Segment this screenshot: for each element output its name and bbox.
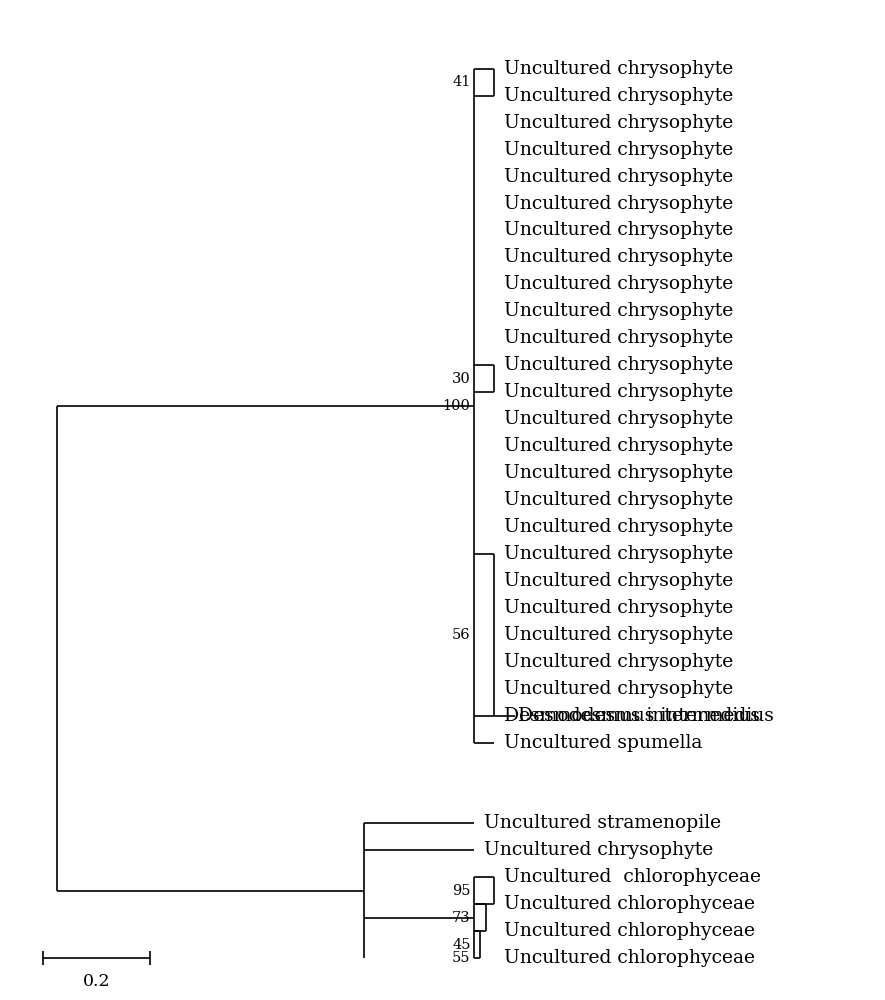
- Text: Uncultured chrysophyte: Uncultured chrysophyte: [504, 680, 734, 698]
- Text: Uncultured stramenopile: Uncultured stramenopile: [484, 814, 721, 832]
- Text: Uncultured chlorophyceae: Uncultured chlorophyceae: [504, 895, 755, 913]
- Text: Uncultured chrysophyte: Uncultured chrysophyte: [504, 275, 734, 293]
- Text: Uncultured chrysophyte: Uncultured chrysophyte: [484, 841, 713, 859]
- Text: 45: 45: [452, 938, 471, 952]
- Text: 73: 73: [452, 911, 471, 925]
- Text: Uncultured chrysophyte: Uncultured chrysophyte: [504, 87, 734, 105]
- Text: Uncultured chrysophyte: Uncultured chrysophyte: [504, 437, 734, 455]
- Text: Uncultured chrysophyte: Uncultured chrysophyte: [504, 545, 734, 563]
- Text: 95: 95: [452, 884, 471, 898]
- Text: Uncultured chrysophyte: Uncultured chrysophyte: [504, 464, 734, 482]
- Text: Uncultured chrysophyte: Uncultured chrysophyte: [504, 653, 734, 671]
- Text: Uncultured chrysophyte: Uncultured chrysophyte: [504, 383, 734, 401]
- Text: Uncultured chrysophyte: Uncultured chrysophyte: [504, 599, 734, 617]
- Text: Uncultured chrysophyte: Uncultured chrysophyte: [504, 60, 734, 78]
- Text: Uncultured chrysophyte: Uncultured chrysophyte: [504, 302, 734, 320]
- Text: Uncultured chrysophyte: Uncultured chrysophyte: [504, 518, 734, 536]
- Text: Uncultured chrysophyte: Uncultured chrysophyte: [504, 248, 734, 266]
- Text: 41: 41: [452, 75, 471, 89]
- Text: 55: 55: [452, 951, 471, 965]
- Text: Uncultured chlorophyceae: Uncultured chlorophyceae: [504, 922, 755, 940]
- Text: Uncultured chrysophyte: Uncultured chrysophyte: [504, 195, 734, 213]
- Text: Uncultured  chlorophyceae: Uncultured chlorophyceae: [504, 868, 761, 886]
- Text: Uncultured chrysophyte: Uncultured chrysophyte: [504, 572, 734, 590]
- Text: Desmodesmus intermedius: Desmodesmus intermedius: [518, 707, 773, 725]
- Text: 30: 30: [451, 372, 471, 386]
- Text: Uncultured chrysophyte: Uncultured chrysophyte: [504, 410, 734, 428]
- Text: 56: 56: [452, 628, 471, 642]
- Text: Desmodesmus intermedius: Desmodesmus intermedius: [504, 707, 760, 725]
- Text: Uncultured chlorophyceae: Uncultured chlorophyceae: [504, 949, 755, 967]
- Text: Uncultured chrysophyte: Uncultured chrysophyte: [504, 221, 734, 239]
- Text: Uncultured chrysophyte: Uncultured chrysophyte: [504, 626, 734, 644]
- Text: 100: 100: [442, 399, 471, 413]
- Text: Uncultured chrysophyte: Uncultured chrysophyte: [504, 356, 734, 374]
- Text: Uncultured chrysophyte: Uncultured chrysophyte: [504, 329, 734, 347]
- Text: Uncultured chrysophyte: Uncultured chrysophyte: [504, 168, 734, 186]
- Text: Uncultured chrysophyte: Uncultured chrysophyte: [504, 491, 734, 509]
- Text: Uncultured chrysophyte: Uncultured chrysophyte: [504, 141, 734, 159]
- Text: Uncultured chrysophyte: Uncultured chrysophyte: [504, 114, 734, 132]
- Text: 0.2: 0.2: [82, 973, 110, 990]
- Text: Uncultured spumella: Uncultured spumella: [504, 734, 703, 752]
